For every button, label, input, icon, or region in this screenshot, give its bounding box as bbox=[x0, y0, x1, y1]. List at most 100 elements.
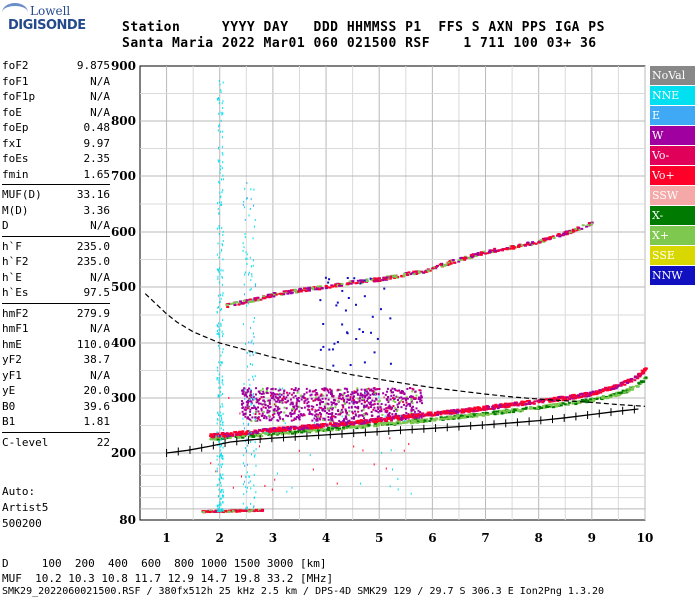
param-value: 38.7 bbox=[83, 353, 111, 366]
echo-spread-f bbox=[331, 418, 334, 421]
echo-o-trace bbox=[638, 374, 642, 377]
echo-second-hop bbox=[488, 249, 492, 252]
echo-o-trace bbox=[413, 414, 417, 417]
echo-o-trace bbox=[307, 424, 311, 427]
echo-spread-f bbox=[309, 394, 312, 397]
echo-x-trace bbox=[559, 404, 563, 407]
param-name: h`F bbox=[2, 239, 22, 253]
echo-spread-f bbox=[296, 391, 299, 394]
echo-spread-f bbox=[245, 401, 248, 404]
echo-o-trace bbox=[565, 396, 569, 399]
echo-spread-f bbox=[295, 402, 298, 405]
echo-o-trace bbox=[551, 399, 555, 402]
echo-o-trace bbox=[523, 400, 527, 403]
echo-second-hop bbox=[586, 224, 590, 227]
echo-spread-f bbox=[420, 402, 423, 405]
echo-o-trace bbox=[289, 425, 293, 428]
echo-o-trace bbox=[640, 372, 644, 375]
echo-nnw bbox=[349, 364, 352, 367]
echo-o-trace bbox=[264, 428, 268, 431]
echo-x-trace bbox=[307, 430, 311, 433]
echo-second-hop bbox=[304, 290, 308, 293]
echo-second-hop bbox=[531, 241, 535, 244]
echo-x-trace bbox=[414, 418, 418, 421]
echo-o-trace bbox=[445, 409, 449, 412]
echo-x-trace bbox=[396, 422, 400, 425]
echo-spread-vertical bbox=[253, 204, 255, 207]
echo-spread-f bbox=[329, 412, 332, 415]
echo-spread-f bbox=[295, 415, 298, 418]
echo-spread-f bbox=[339, 393, 342, 396]
echo-second-hop bbox=[503, 248, 507, 251]
echo-second-hop bbox=[542, 240, 546, 243]
echo-spread-f bbox=[265, 417, 268, 420]
echo-x-trace bbox=[631, 385, 635, 388]
echo-spread-vertical bbox=[249, 207, 251, 210]
echo-spread-f bbox=[250, 419, 253, 422]
echo-es-vertical bbox=[217, 344, 219, 347]
echo-es-vertical bbox=[219, 347, 221, 350]
echo-spread-f bbox=[381, 413, 384, 416]
echo-nnw bbox=[370, 331, 373, 334]
echo-x-trace bbox=[589, 398, 593, 401]
echo-spread-f bbox=[386, 390, 389, 393]
echo-spread-f bbox=[327, 412, 330, 415]
param-row: yF1 N/A bbox=[2, 368, 110, 384]
echo-nnw bbox=[324, 276, 327, 279]
echo-es-vertical bbox=[218, 102, 220, 105]
echo-spread-f bbox=[392, 399, 395, 402]
echo-spread-f bbox=[270, 388, 273, 391]
echo-spread-f bbox=[331, 393, 334, 396]
echo-second-hop bbox=[402, 275, 406, 278]
echo-o-trace bbox=[209, 433, 213, 436]
echo-o-trace bbox=[395, 415, 399, 418]
echo-x-trace bbox=[475, 415, 479, 418]
echo-o-trace bbox=[562, 398, 566, 401]
echo-second-hop bbox=[474, 255, 478, 258]
echo-es-vertical bbox=[220, 414, 222, 417]
echo-second-hop bbox=[517, 244, 521, 247]
echo-spread-f bbox=[249, 418, 252, 421]
echo-spread-f bbox=[388, 412, 391, 415]
echo-spread-f bbox=[277, 398, 280, 401]
echo-second-hop bbox=[225, 303, 229, 306]
echo-spread-vertical bbox=[254, 218, 256, 221]
echo-spread-f bbox=[365, 388, 368, 391]
echo-o-trace bbox=[586, 394, 590, 397]
echo-spread-f bbox=[261, 387, 264, 390]
y-tick-label: 800 bbox=[111, 114, 136, 128]
echo-spread-f bbox=[410, 399, 413, 402]
echo-spread-f bbox=[314, 410, 317, 413]
echo-o-trace bbox=[620, 382, 624, 385]
echo-o-trace bbox=[541, 400, 545, 403]
echo-x-trace bbox=[399, 422, 403, 425]
echo-es-vertical bbox=[217, 242, 219, 245]
echo-spread-f bbox=[324, 397, 327, 400]
echo-second-hop bbox=[340, 284, 344, 287]
echo-nnw bbox=[359, 282, 362, 285]
echo-second-hop bbox=[552, 236, 556, 239]
echo-o-trace bbox=[433, 412, 437, 415]
param-name: foF1p bbox=[2, 90, 36, 103]
echo-spread-f bbox=[313, 417, 316, 420]
echo-o-trace bbox=[573, 397, 577, 400]
echo-spread-f bbox=[331, 419, 334, 422]
echo-spread-f bbox=[387, 405, 390, 408]
echo-x-trace bbox=[491, 411, 495, 414]
echo-o-trace bbox=[453, 410, 457, 413]
echo-es-vertical bbox=[218, 125, 220, 128]
echo-spread-vertical bbox=[246, 471, 248, 474]
echo-o-trace bbox=[279, 429, 283, 432]
echo-x-trace bbox=[519, 410, 523, 413]
echo-es-vertical bbox=[219, 160, 221, 163]
echo-spread-f bbox=[317, 413, 320, 416]
echo-spread-f bbox=[314, 414, 317, 417]
echo-spread-f bbox=[260, 409, 263, 412]
echo-x-trace bbox=[493, 413, 497, 416]
echo-spread-f bbox=[271, 387, 274, 390]
echo-spread-f bbox=[319, 418, 322, 421]
echo-es-vertical bbox=[220, 465, 222, 468]
echo-spread-vertical bbox=[242, 502, 244, 505]
echo-spread-f bbox=[371, 389, 374, 392]
echo-spread-f bbox=[244, 393, 247, 396]
